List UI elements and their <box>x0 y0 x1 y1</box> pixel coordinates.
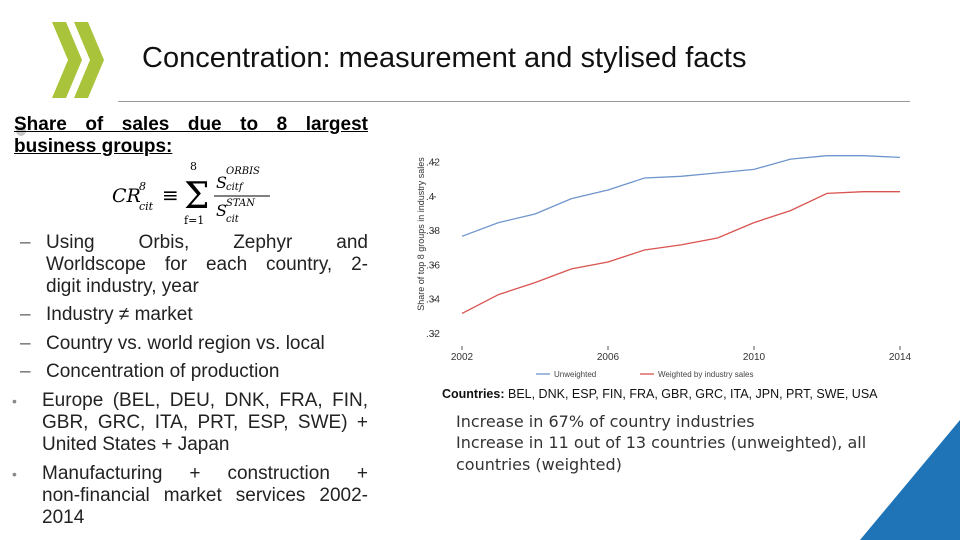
sub-item: – Using Orbis, Zephyr and Worldscope for… <box>20 232 368 298</box>
y-tick-label: .32 <box>426 329 440 340</box>
heading-line-1: Share of sales due to 8 largest <box>14 114 368 135</box>
formula-denominator: S <box>216 201 227 220</box>
sub-item-line: Country vs. world region vs. local <box>46 333 325 354</box>
sub-item-line: Worldscope for each country, 2- <box>46 254 368 275</box>
bullet-line: GBR, GRC, ITA, PRT, ESP, SWE) + <box>42 412 368 433</box>
countries-note: Countries: BEL, DNK, ESP, FIN, FRA, GBR,… <box>442 387 878 401</box>
y-tick-label: .42 <box>426 158 440 169</box>
y-tick-label: .4 <box>426 192 435 203</box>
sub-item: – Country vs. world region vs. local <box>20 333 368 355</box>
sub-item: – Concentration of production <box>20 361 368 383</box>
formula-sum-upper: 8 <box>190 160 197 173</box>
double-chevron-right-icon <box>52 22 104 98</box>
concentration-formula: CR 8 cit ≡ 8 Σ f=1 S ORBIS citf S STAN c… <box>112 160 270 227</box>
logo-chevron-right <box>74 22 104 98</box>
bullet-line: 2014 <box>42 507 85 528</box>
corner-decoration <box>860 420 960 540</box>
sub-item: – Industry ≠ market <box>20 304 368 326</box>
legend-label: Weighted by industry sales <box>658 370 753 379</box>
sub-item-line: Industry ≠ market <box>46 304 193 325</box>
slide-title: Concentration: measurement and stylised … <box>142 42 747 74</box>
finding-line: Increase in 11 out of 13 countries (unwe… <box>456 433 867 452</box>
sub-item-line: Concentration of production <box>46 361 280 382</box>
bullet-dot <box>16 126 26 136</box>
concentration-line-chart: Share of top 8 groups in industry sales … <box>416 155 912 379</box>
x-tick-label: 2014 <box>889 352 912 363</box>
formula-lhs-sub: cit <box>139 200 154 213</box>
y-tick-label: .34 <box>426 295 440 306</box>
sub-item-line: Using Orbis, Zephyr and <box>46 232 368 253</box>
countries-label: Countries: <box>442 387 505 401</box>
finding-line: countries (weighted) <box>456 455 622 474</box>
bullet-line: Europe (BEL, DEU, DNK, FRA, FIN, <box>42 390 368 411</box>
y-tick-label: .38 <box>426 226 440 237</box>
heading-line-2: business groups: <box>14 136 173 157</box>
dash-marker: – <box>20 304 31 325</box>
formula-denominator-sup: STAN <box>226 198 256 209</box>
logo-chevron-left <box>52 22 82 98</box>
sigma-icon: Σ <box>184 176 209 217</box>
formula-lhs-sup: 8 <box>139 180 146 193</box>
bullet-line: United States + Japan <box>42 434 230 455</box>
dash-marker: – <box>20 361 31 382</box>
formula-lhs: CR <box>112 185 141 207</box>
legend-label: Unweighted <box>554 370 596 379</box>
sub-item-line: digit industry, year <box>46 276 199 297</box>
title-divider <box>118 101 910 102</box>
formula-numerator-sub: citf <box>226 182 245 193</box>
bullet-line: Manufacturing + construction + <box>42 463 368 484</box>
x-tick-label: 2010 <box>743 352 766 363</box>
bullet-marker: • <box>12 466 17 482</box>
bullet-marker: • <box>12 393 17 409</box>
formula-numerator: S <box>216 173 227 192</box>
y-tick-label: .36 <box>426 260 440 271</box>
dash-marker: – <box>20 232 31 253</box>
formula-denominator-sub: cit <box>226 214 240 225</box>
formula-equiv: ≡ <box>162 183 179 207</box>
bullet-item: • Manufacturing + construction + non-fin… <box>12 463 368 529</box>
bullet-item: • Europe (BEL, DEU, DNK, FRA, FIN, GBR, … <box>12 390 368 456</box>
bullet-line: non-financial market services 2002- <box>42 485 368 506</box>
series-line-weighted <box>461 191 900 314</box>
countries-list: BEL, DNK, ESP, FIN, FRA, GBR, GRC, ITA, … <box>507 387 878 401</box>
corner-triangle <box>860 420 960 540</box>
formula-sum-lower: f=1 <box>184 214 204 227</box>
formula-numerator-sup: ORBIS <box>226 166 260 177</box>
y-axis-label: Share of top 8 groups in industry sales <box>416 157 426 311</box>
series-line-unweighted <box>461 155 901 237</box>
finding-line: Increase in 67% of country industries <box>456 412 755 431</box>
x-tick-label: 2006 <box>597 352 620 363</box>
x-tick-label: 2002 <box>451 352 474 363</box>
dash-marker: – <box>20 333 31 354</box>
